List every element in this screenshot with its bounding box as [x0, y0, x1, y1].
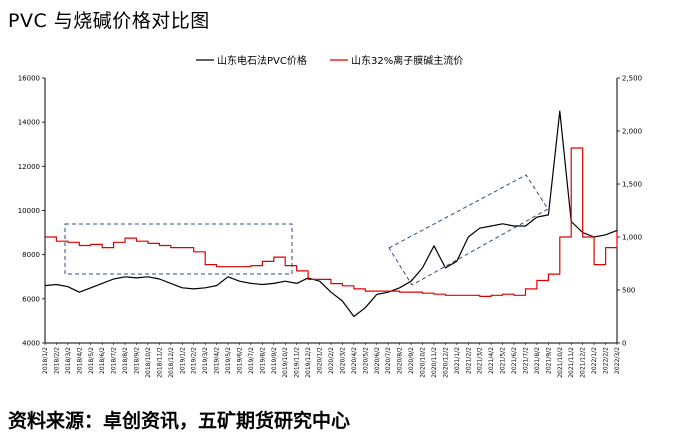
x-tick-label: 2019/9/2 [271, 347, 278, 374]
y-left-tick-label: 8000 [22, 251, 40, 259]
x-tick-label: 2020/11/2 [431, 347, 438, 378]
x-tick-label: 2021/1/2 [454, 347, 461, 374]
x-tick-label: 2018/1/2 [42, 347, 49, 374]
legend-label-caustic: 山东32%离子膜碱主流价 [351, 54, 463, 67]
series-line-pvc [44, 110, 618, 318]
x-tick-label: 2018/11/2 [156, 347, 163, 378]
y-left-tick-label: 10000 [18, 207, 40, 215]
x-tick-label: 2018/9/2 [134, 347, 141, 374]
annotation-box-2020-2021 [388, 174, 549, 286]
x-tick-label: 2019/12/2 [305, 347, 312, 378]
x-tick-label: 2018/2/2 [53, 347, 60, 374]
x-tick-label: 2018/4/2 [76, 347, 83, 374]
x-tick-label: 2020/1/2 [317, 347, 324, 374]
x-tick-label: 2020/10/2 [420, 347, 427, 378]
chart-title: PVC 与烧碱价格对比图 [8, 10, 210, 32]
x-tick-label: 2020/6/2 [374, 347, 381, 374]
x-tick-label: 2020/12/2 [442, 347, 449, 378]
x-tick-label: 2021/9/2 [545, 347, 552, 374]
x-tick-label: 2020/7/2 [385, 347, 392, 374]
x-tick-label: 2022/2/2 [603, 347, 610, 374]
y-right-tick-label: 2,000 [622, 128, 642, 136]
x-tick-label: 2018/8/2 [122, 347, 129, 374]
y-left-tick-label: 4000 [22, 340, 40, 348]
legend: 山东电石法PVC价格 山东32%离子膜碱主流价 [196, 54, 463, 67]
x-tick-label: 2020/5/2 [362, 347, 369, 374]
x-tick-label: 2019/2/2 [191, 347, 198, 374]
x-tick-label: 2021/4/2 [488, 347, 495, 374]
x-tick-label: 2022/1/2 [591, 347, 598, 374]
x-tick-label: 2021/11/2 [568, 347, 575, 378]
annotation-box-2018 [64, 223, 293, 275]
y-right-tick-label: 500 [622, 287, 635, 295]
x-tick-label: 2018/6/2 [99, 347, 106, 374]
x-tick-label: 2018/5/2 [88, 347, 95, 374]
y-right-tick-label: 2,500 [622, 75, 642, 83]
x-tick-label: 2021/2/2 [465, 347, 472, 374]
annotation-boxes [64, 174, 549, 286]
y-right-tick-label: 1,000 [622, 234, 642, 242]
x-tick-label: 2019/5/2 [225, 347, 232, 374]
x-tick-label: 2018/7/2 [111, 347, 118, 374]
axes: 4000 6000 8000 10000 12000 14000 16000 0 500 1,00… [18, 75, 642, 378]
y-left-tick-label: 12000 [18, 163, 40, 171]
source-note: 资料来源：卓创资讯，五矿期货研究中心 [8, 410, 351, 432]
x-tick-label: 2020/8/2 [397, 347, 404, 374]
x-tick-label: 2019/11/2 [294, 347, 301, 378]
y-left-tick-label: 14000 [18, 119, 40, 127]
x-tick-label: 2018/3/2 [65, 347, 72, 374]
legend-label-pvc: 山东电石法PVC价格 [217, 54, 307, 67]
x-tick-label: 2019/3/2 [202, 347, 209, 374]
x-tick-label: 2021/6/2 [511, 347, 518, 374]
x-tick-label: 2021/7/2 [522, 347, 529, 374]
series-line-caustic [45, 147, 618, 297]
x-tick-label: 2018/10/2 [145, 347, 152, 378]
x-tick-label: 2019/10/2 [282, 347, 289, 378]
x-tick-label: 2021/8/2 [534, 347, 541, 374]
x-tick-label: 2021/12/2 [580, 347, 587, 378]
y-left-tick-label: 6000 [22, 295, 40, 303]
x-tick-label: 2019/7/2 [248, 347, 255, 374]
x-tick-label: 2020/9/2 [408, 347, 415, 374]
x-tick-label: 2022/3/2 [614, 347, 621, 374]
y-right-tick-label: 1,500 [622, 181, 642, 189]
x-tick-label: 2020/4/2 [351, 347, 358, 374]
x-tick-label: 2020/3/2 [339, 347, 346, 374]
x-tick-label: 2019/4/2 [214, 347, 221, 374]
y-left-tick-label: 16000 [18, 75, 40, 83]
x-tick-label: 2019/1/2 [179, 347, 186, 374]
x-tick-label: 2020/2/2 [328, 347, 335, 374]
x-tick-label: 2019/6/2 [236, 347, 243, 374]
x-tick-label: 2021/10/2 [557, 347, 564, 378]
x-tick-label: 2021/5/2 [500, 347, 507, 374]
x-tick-label: 2018/12/2 [168, 347, 175, 378]
x-tick-label: 2019/8/2 [259, 347, 266, 374]
series-lines [44, 110, 618, 318]
y-right-tick-label: 0 [622, 340, 626, 348]
x-tick-label: 2021/3/2 [477, 347, 484, 374]
